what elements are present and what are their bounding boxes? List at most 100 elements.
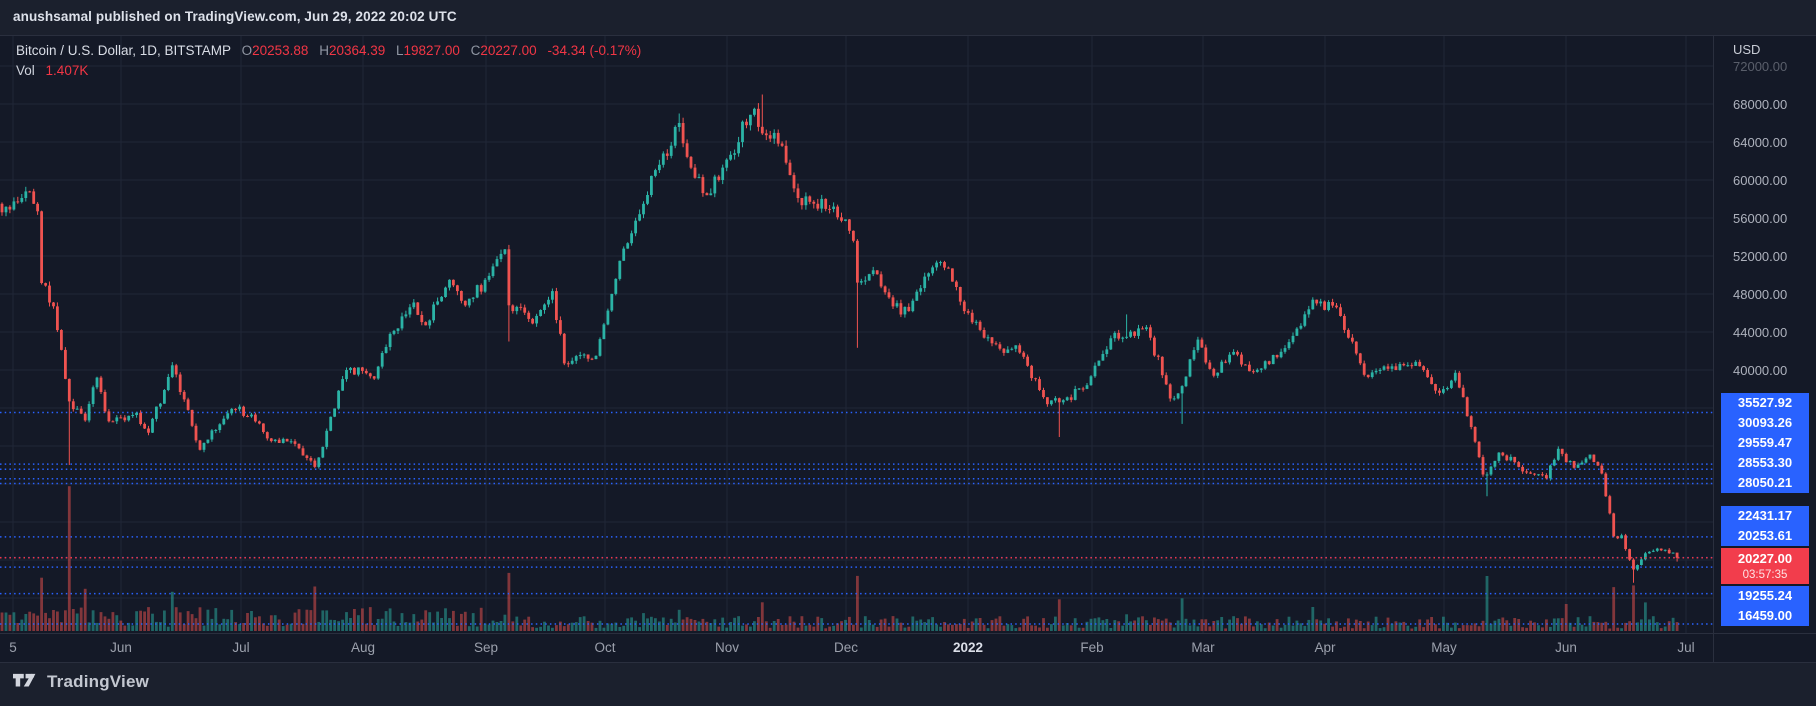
- price-tick-label: 48000.00: [1733, 287, 1788, 302]
- volume-bar: [796, 627, 800, 631]
- candle-body: [891, 297, 895, 307]
- volume-bar: [1616, 627, 1620, 631]
- volume-bar: [1046, 627, 1049, 631]
- price-level-label: 30093.26: [1737, 415, 1793, 430]
- candle-body: [844, 219, 847, 221]
- candle-body: [218, 424, 222, 430]
- volume-bar: [75, 613, 79, 631]
- candle-body: [1145, 327, 1148, 330]
- volume-bar: [1224, 628, 1227, 631]
- time-axis[interactable]: 5 Jun Jul Aug Sep Oct Nov Dec 2022 Feb Mar Apr May Ju…: [0, 633, 1816, 663]
- volume-bar: [1125, 614, 1128, 631]
- candle-body: [741, 121, 744, 143]
- volume-bar: [630, 617, 633, 631]
- volume-bar: [527, 616, 531, 631]
- candle-body: [1628, 549, 1631, 560]
- volume-bar: [99, 612, 103, 631]
- candle-body: [772, 132, 776, 139]
- candle-body: [1200, 339, 1204, 348]
- candle-body: [1343, 316, 1346, 330]
- volume-bar: [1469, 625, 1473, 631]
- candle-body: [48, 285, 51, 303]
- symbol-name[interactable]: Bitcoin / U.S. Dollar, 1D, BITSTAMP: [16, 43, 231, 58]
- candle-body: [1469, 416, 1473, 427]
- volume-bar: [333, 620, 336, 631]
- candle-body: [1414, 361, 1418, 366]
- candle-body: [83, 413, 87, 421]
- volume-bar: [254, 617, 257, 631]
- time-label-month: Sep: [473, 640, 499, 655]
- candle-body: [907, 306, 911, 312]
- volume-bar: [368, 607, 372, 631]
- candle-body: [1259, 368, 1263, 370]
- candle-body: [887, 292, 891, 298]
- candle-body: [1655, 548, 1659, 551]
- candle-body: [796, 188, 800, 198]
- candle-body: [163, 390, 166, 404]
- candle-body: [899, 303, 903, 315]
- volume-bar: [285, 624, 289, 631]
- candle-body: [1529, 472, 1532, 474]
- volume-bar: [1335, 621, 1338, 631]
- volume-bar: [8, 614, 12, 631]
- volume-bar: [1640, 619, 1643, 631]
- tradingview-logo[interactable]: TradingView: [13, 672, 149, 692]
- volume-legend[interactable]: Vol 1.407K: [16, 63, 88, 78]
- candle-body: [1576, 464, 1580, 468]
- candle-body: [523, 307, 527, 313]
- volume-bar: [741, 625, 744, 631]
- candle-body: [725, 159, 729, 168]
- published-line: anushsamal published on TradingView.com,…: [13, 9, 457, 24]
- volume-bar: [598, 620, 602, 631]
- volume-bar: [1644, 602, 1647, 631]
- candle-body: [705, 193, 709, 196]
- candlestick-chart[interactable]: [0, 36, 1713, 663]
- symbol-legend[interactable]: Bitcoin / U.S. Dollar, 1D, BITSTAMP O202…: [16, 43, 641, 58]
- candle-body: [1513, 456, 1517, 463]
- ohlc-high-value: 20364.39: [328, 43, 386, 58]
- price-axis[interactable]: USD 72000.00 68000.00 64000.00 60000.00 5600…: [1713, 36, 1816, 663]
- candle-body: [1624, 535, 1627, 550]
- candle-body: [87, 404, 91, 421]
- candle-body: [1101, 354, 1105, 361]
- candle-body: [1212, 368, 1216, 376]
- volume-bar: [1620, 628, 1623, 631]
- volume-bar: [1560, 618, 1564, 631]
- candle-body: [970, 312, 974, 323]
- candle-body: [1172, 398, 1176, 400]
- candle-body: [52, 302, 55, 307]
- tradingview-logo-text: TradingView: [47, 672, 150, 691]
- grid: [0, 36, 1713, 633]
- price-level-label: 35527.92: [1737, 395, 1793, 410]
- change-value: -34.34 (-0.17%): [547, 43, 642, 58]
- candle-body: [1525, 471, 1528, 473]
- current-price-value: 20227.00: [1737, 551, 1793, 566]
- volume-bar: [321, 610, 325, 631]
- volume-bar: [269, 615, 273, 631]
- chart-area[interactable]: Bitcoin / U.S. Dollar, 1D, BITSTAMP O202…: [0, 35, 1816, 663]
- volume-bar: [1259, 624, 1263, 631]
- candle-body: [420, 315, 424, 323]
- candle-body: [986, 337, 990, 339]
- volume-bar: [1034, 625, 1037, 631]
- candle-body: [586, 354, 590, 359]
- candle-body: [364, 370, 368, 374]
- candle-body: [594, 355, 598, 360]
- volume-bar: [721, 617, 725, 631]
- volume-bar: [1069, 625, 1073, 631]
- candle-body: [614, 278, 618, 294]
- volume-bar: [665, 624, 669, 631]
- volume-bar: [745, 624, 748, 631]
- time-label-month: Feb: [1080, 640, 1104, 655]
- candle-body: [1588, 454, 1592, 459]
- volume-bar: [1580, 624, 1584, 631]
- candle-body: [155, 406, 158, 419]
- candle-body: [1204, 347, 1208, 363]
- candles: [0, 94, 1679, 583]
- volume-bar: [487, 624, 491, 631]
- candle-body: [559, 320, 562, 334]
- volume-bar: [1160, 620, 1164, 631]
- volume-bar: [210, 618, 214, 631]
- volume-bar: [875, 626, 879, 631]
